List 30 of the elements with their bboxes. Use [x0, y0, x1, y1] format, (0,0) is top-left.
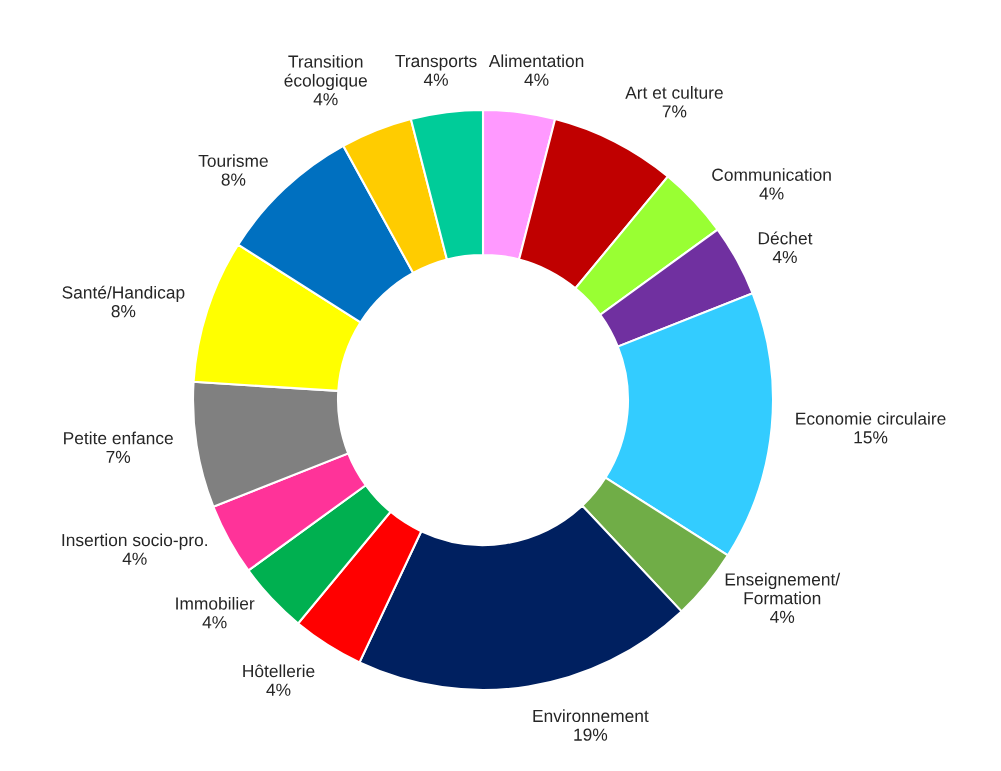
- slice-label: Hôtellerie: [243, 664, 315, 678]
- data-label: 7%: [662, 105, 687, 118]
- slice-label: Transports: [395, 55, 477, 71]
- slice-label: Communication: [712, 168, 831, 181]
- data-label: 4%: [770, 610, 795, 623]
- data-label: 4%: [122, 552, 147, 565]
- data-label: 4%: [524, 73, 549, 86]
- slice-label: Environnement: [533, 709, 649, 723]
- slice-label: Petite enfance: [64, 431, 173, 445]
- data-label: 4%: [772, 250, 797, 264]
- slice-label: Santé/Handicap: [62, 285, 185, 303]
- data-label: 4%: [423, 73, 448, 86]
- slice-label: Insertion socio-pro.: [62, 533, 207, 550]
- slice-label: Immobilier: [176, 596, 255, 610]
- data-label: 4%: [202, 616, 227, 629]
- data-label: 15%: [854, 431, 888, 444]
- slice-label: Art et culture: [625, 86, 723, 99]
- data-label: 8%: [111, 305, 136, 318]
- data-label: 4%: [313, 93, 338, 106]
- data-label: 19%: [574, 728, 608, 741]
- slice-label: Alimentation: [488, 54, 584, 68]
- data-label: 7%: [106, 450, 131, 463]
- slice-label: Tourisme: [198, 154, 268, 167]
- slice-label: Economie circulaire: [796, 412, 946, 425]
- data-label: 8%: [221, 173, 246, 186]
- slice-label: Enseignement/ Formation: [725, 572, 841, 605]
- slice-label: Transition écologique: [284, 54, 367, 91]
- data-label: 4%: [759, 187, 784, 200]
- data-label: 4%: [266, 683, 291, 696]
- slice-label: Déchet: [758, 231, 813, 245]
